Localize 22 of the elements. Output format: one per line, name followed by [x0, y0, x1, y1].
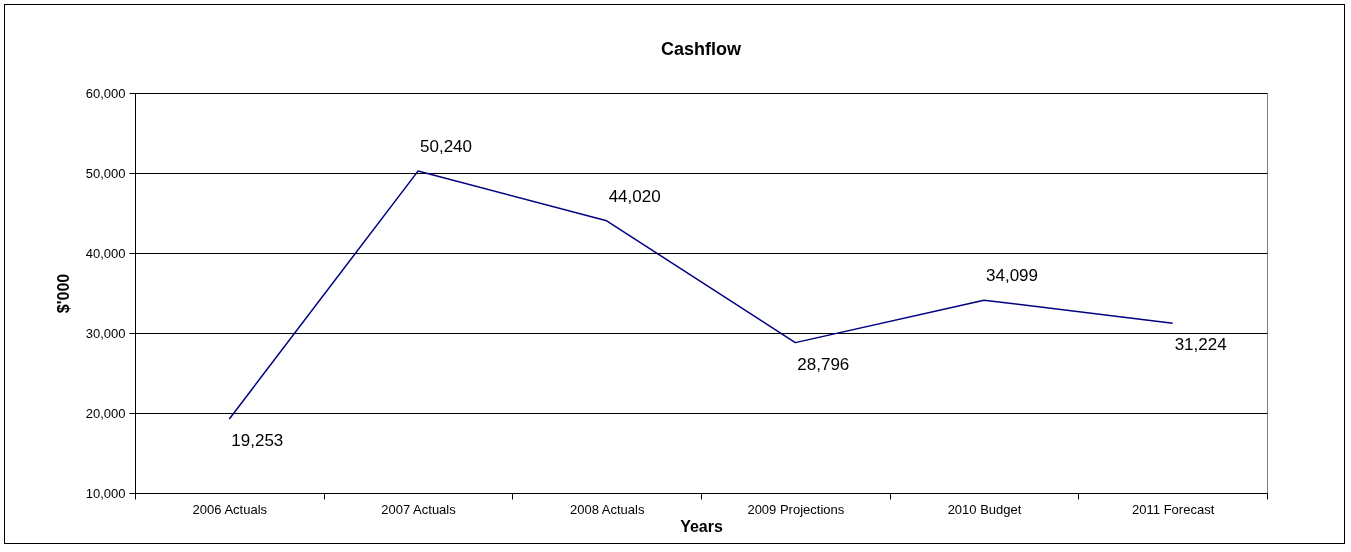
y-axis-title: $'000 [54, 273, 72, 314]
x-tick-label: 2011 Forecast [1132, 501, 1215, 517]
x-tick-label: 2009 Projections [747, 501, 845, 517]
x-tick-label: 2007 Actuals [381, 501, 457, 517]
data-label: 34,099 [986, 266, 1038, 286]
data-label: 31,224 [1174, 335, 1227, 355]
data-label: 44,020 [608, 186, 661, 206]
x-tick-label: 2006 Actuals [192, 501, 268, 517]
data-label: 50,240 [420, 137, 472, 157]
chart-title: Cashflow [660, 39, 742, 59]
y-tick-label: 60,000 [85, 85, 126, 101]
y-tick-label: 40,000 [85, 245, 126, 261]
y-tick-label: 20,000 [85, 405, 126, 421]
x-tick-label: 2008 Actuals [569, 501, 645, 517]
data-label: 28,796 [797, 354, 850, 374]
y-tick-label: 50,000 [85, 165, 126, 181]
x-axis-title: Years [680, 517, 723, 535]
x-tick-label: 2010 Budget [947, 501, 1022, 517]
line-series [228, 170, 1174, 420]
data-label: 19,253 [231, 430, 284, 450]
y-tick-label: 10,000 [85, 485, 126, 501]
y-tick-label: 30,000 [85, 325, 126, 341]
